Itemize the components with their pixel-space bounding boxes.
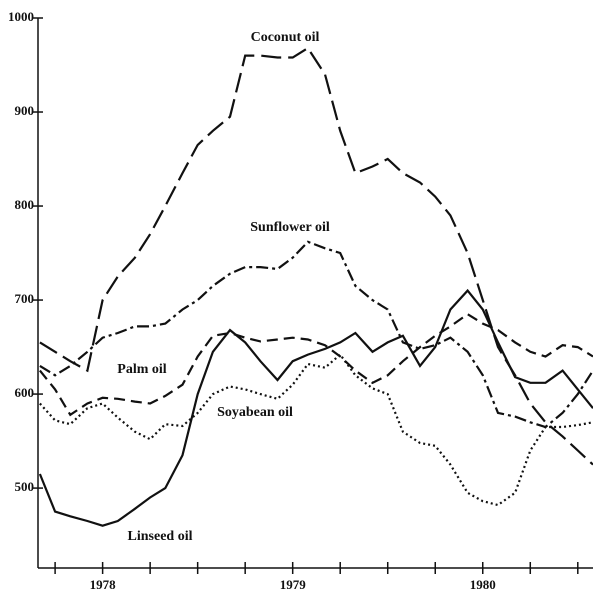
series-line xyxy=(39,46,593,466)
y-tick-label: 700 xyxy=(15,291,35,306)
x-tick-label: 1979 xyxy=(280,577,307,592)
y-tick-label: 900 xyxy=(15,103,35,118)
series-line xyxy=(39,352,593,507)
x-tick-label: 1980 xyxy=(470,577,496,592)
series-label: Linseed oil xyxy=(128,529,193,544)
series-line xyxy=(38,288,593,527)
y-tick-label: 1000 xyxy=(8,9,34,24)
series-label: Soyabean oil xyxy=(217,405,293,420)
x-tick-label: 1978 xyxy=(90,577,117,592)
series-label: Palm oil xyxy=(117,362,166,377)
series-line xyxy=(39,240,593,429)
series-label: Coconut oil xyxy=(251,30,320,45)
series-line xyxy=(39,312,593,417)
y-tick-label: 800 xyxy=(15,197,35,212)
y-tick-label: 600 xyxy=(15,385,35,400)
series-label: Sunflower oil xyxy=(250,220,330,235)
y-tick-label: 500 xyxy=(15,479,35,494)
